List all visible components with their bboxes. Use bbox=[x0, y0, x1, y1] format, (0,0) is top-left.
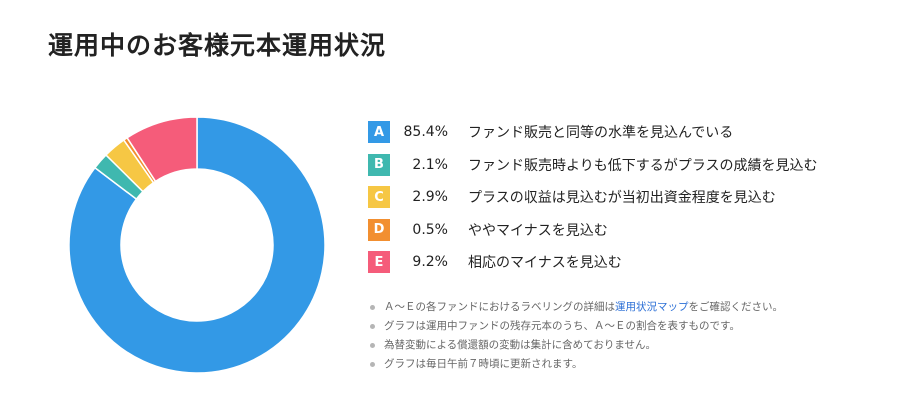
chart-legend: A 85.4% ファンド販売と同等の水準を見込んでいる B 2.1% ファンド販… bbox=[368, 120, 817, 283]
legend-value-e: 9.2% bbox=[412, 254, 448, 270]
legend-item-b: B 2.1% ファンド販売時よりも低下するがプラスの成績を見込む bbox=[368, 153, 817, 177]
note-text: Ａ～Ｅの各ファンドにおけるラベリングの詳細は bbox=[384, 301, 615, 313]
note-text: グラフは毎日午前７時頃に更新されます。 bbox=[384, 358, 583, 370]
legend-badge-e: E bbox=[368, 251, 390, 273]
legend-item-c: C 2.9% プラスの収益は見込むが当初出資金程度を見込む bbox=[368, 185, 817, 209]
page-title: 運用中のお客様元本運用状況 bbox=[48, 31, 387, 60]
legend-badge-d: D bbox=[368, 218, 390, 241]
donut-chart bbox=[68, 116, 326, 374]
note-text: グラフは運用中ファンドの残存元本のうち、Ａ～Ｅの割合を表すものです。 bbox=[384, 320, 740, 332]
bullet-icon bbox=[370, 362, 375, 367]
notes-list: Ａ～Ｅの各ファンドにおけるラベリングの詳細は運用状況マップをご確認ください。 グ… bbox=[368, 298, 783, 374]
legend-item-e: E 9.2% 相応のマイナスを見込む bbox=[368, 250, 817, 274]
donut-slice-e bbox=[126, 116, 198, 183]
note-item: グラフは毎日午前７時頃に更新されます。 bbox=[368, 355, 783, 374]
legend-label-b: ファンド販売時よりも低下するがプラスの成績を見込む bbox=[468, 157, 818, 174]
legend-item-d: D 0.5% ややマイナスを見込む bbox=[368, 218, 817, 242]
note-text: をご確認ください。 bbox=[688, 301, 784, 313]
operation-status-map-link[interactable]: 運用状況マップ bbox=[615, 301, 689, 313]
bullet-icon bbox=[370, 324, 375, 329]
note-item: 為替変動による償還額の変動は集計に含めておりません。 bbox=[368, 336, 783, 355]
legend-badge-c: C bbox=[368, 186, 390, 208]
note-item: グラフは運用中ファンドの残存元本のうち、Ａ～Ｅの割合を表すものです。 bbox=[368, 317, 783, 336]
bullet-icon bbox=[370, 343, 375, 348]
note-text: 為替変動による償還額の変動は集計に含めておりません。 bbox=[384, 339, 657, 351]
legend-label-e: 相応のマイナスを見込む bbox=[468, 255, 622, 271]
legend-value-b: 2.1% bbox=[412, 156, 448, 173]
legend-value-c: 2.9% bbox=[412, 189, 448, 205]
legend-label-c: プラスの収益は見込むが当初出資金程度を見込む bbox=[468, 190, 776, 206]
legend-value-d: 0.5% bbox=[412, 221, 448, 238]
legend-item-a: A 85.4% ファンド販売と同等の水準を見込んでいる bbox=[368, 120, 817, 144]
legend-value-a: 85.4% bbox=[403, 124, 448, 140]
legend-badge-a: A bbox=[368, 121, 390, 143]
note-item: Ａ～Ｅの各ファンドにおけるラベリングの詳細は運用状況マップをご確認ください。 bbox=[368, 298, 783, 317]
donut-slice-a bbox=[68, 116, 326, 374]
legend-badge-b: B bbox=[368, 153, 390, 176]
legend-label-a: ファンド販売と同等の水準を見込んでいる bbox=[468, 125, 734, 141]
bullet-icon bbox=[370, 305, 375, 310]
legend-label-d: ややマイナスを見込む bbox=[468, 222, 608, 239]
